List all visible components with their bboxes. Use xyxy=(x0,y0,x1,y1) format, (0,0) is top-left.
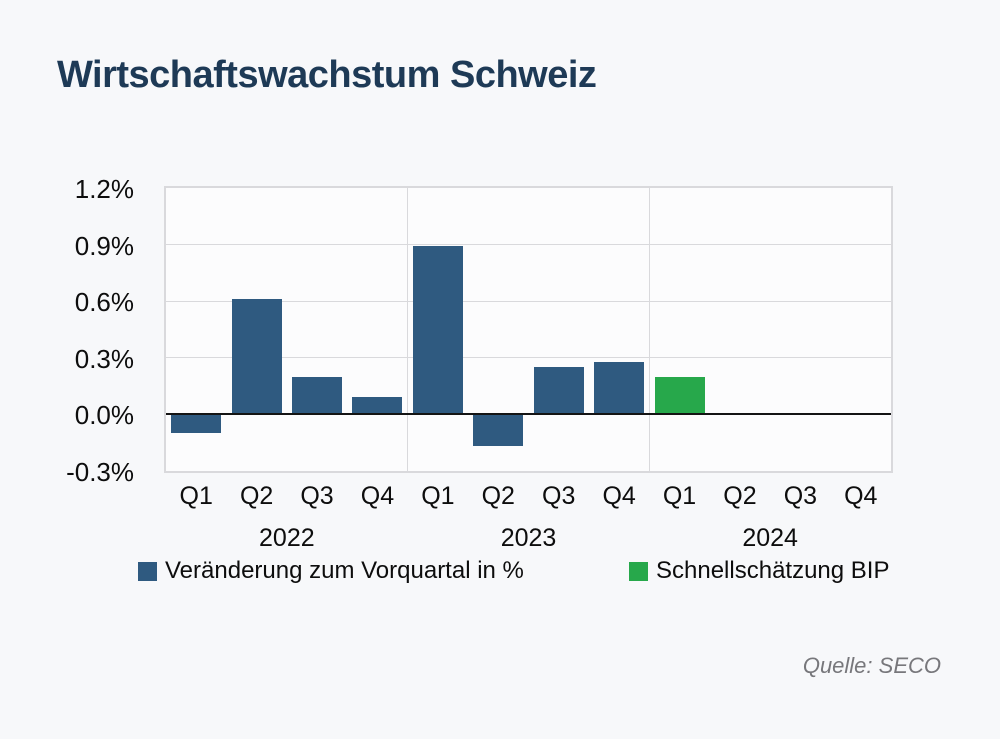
source-credit: Quelle: SECO xyxy=(802,653,941,678)
gridline-0.9 xyxy=(166,244,891,246)
bar-2024-Q1 xyxy=(654,376,705,415)
legend-swatch-green-square xyxy=(629,561,648,581)
y-tick-label: 0.0% xyxy=(74,400,134,431)
gridline-0.6 xyxy=(166,300,891,302)
y-tick-label: -0.3% xyxy=(66,457,134,487)
x-tick-2024-Q3: Q3 xyxy=(783,482,818,510)
x-year-label-2023: 2023 xyxy=(500,524,557,552)
legend: Veränderung zum Vorquartal in % Schnells… xyxy=(0,556,1000,588)
zero-baseline xyxy=(166,413,891,416)
x-tick-2022-Q3: Q3 xyxy=(300,482,334,510)
legend-label-schnellschaetzung: Schnellschätzung BIP xyxy=(656,557,890,584)
bar-2023-Q4 xyxy=(594,361,645,415)
x-year-label-2022: 2022 xyxy=(259,524,315,552)
legend-label-vorquartal: Veränderung zum Vorquartal in % xyxy=(165,557,524,584)
x-tick-2022-Q1: Q1 xyxy=(179,482,213,510)
y-tick-label: 1.2% xyxy=(74,174,134,204)
x-tick-2022-Q4: Q4 xyxy=(360,482,395,510)
legend-item-schnellschaetzung: Schnellschätzung BIP xyxy=(629,556,889,586)
bar-2022-Q4 xyxy=(352,397,403,415)
x-tick-2023-Q1: Q1 xyxy=(421,482,455,510)
plot-area xyxy=(164,186,893,473)
x-tick-2023-Q2: Q2 xyxy=(481,482,515,510)
gridline-0.3 xyxy=(166,357,891,359)
bar-2022-Q3 xyxy=(292,376,343,415)
bar-2022-Q2 xyxy=(231,299,282,415)
x-tick-2024-Q2: Q2 xyxy=(723,482,757,510)
bar-2023-Q1 xyxy=(412,246,463,415)
year-separator xyxy=(648,188,650,471)
x-tick-2023-Q4: Q4 xyxy=(602,482,636,510)
y-tick-label: 0.9% xyxy=(74,230,134,261)
legend-swatch-blue-square xyxy=(138,561,157,581)
bar-2023-Q2 xyxy=(473,414,524,447)
x-year-label-2024: 2024 xyxy=(742,524,798,552)
year-separator xyxy=(407,188,409,471)
x-tick-2024-Q1: Q1 xyxy=(662,482,697,510)
x-tick-2022-Q2: Q2 xyxy=(239,482,274,510)
bar-2022-Q1 xyxy=(171,414,222,434)
page-title: Wirtschaftswachstum Schweiz xyxy=(57,54,597,96)
y-tick-label: 0.6% xyxy=(74,287,134,318)
x-tick-2023-Q3: Q3 xyxy=(542,482,576,510)
bar-2023-Q3 xyxy=(533,367,584,415)
legend-item-vorquartal: Veränderung zum Vorquartal in % xyxy=(138,556,524,586)
x-tick-2024-Q4: Q4 xyxy=(844,482,878,510)
y-tick-label: 0.3% xyxy=(74,343,134,374)
